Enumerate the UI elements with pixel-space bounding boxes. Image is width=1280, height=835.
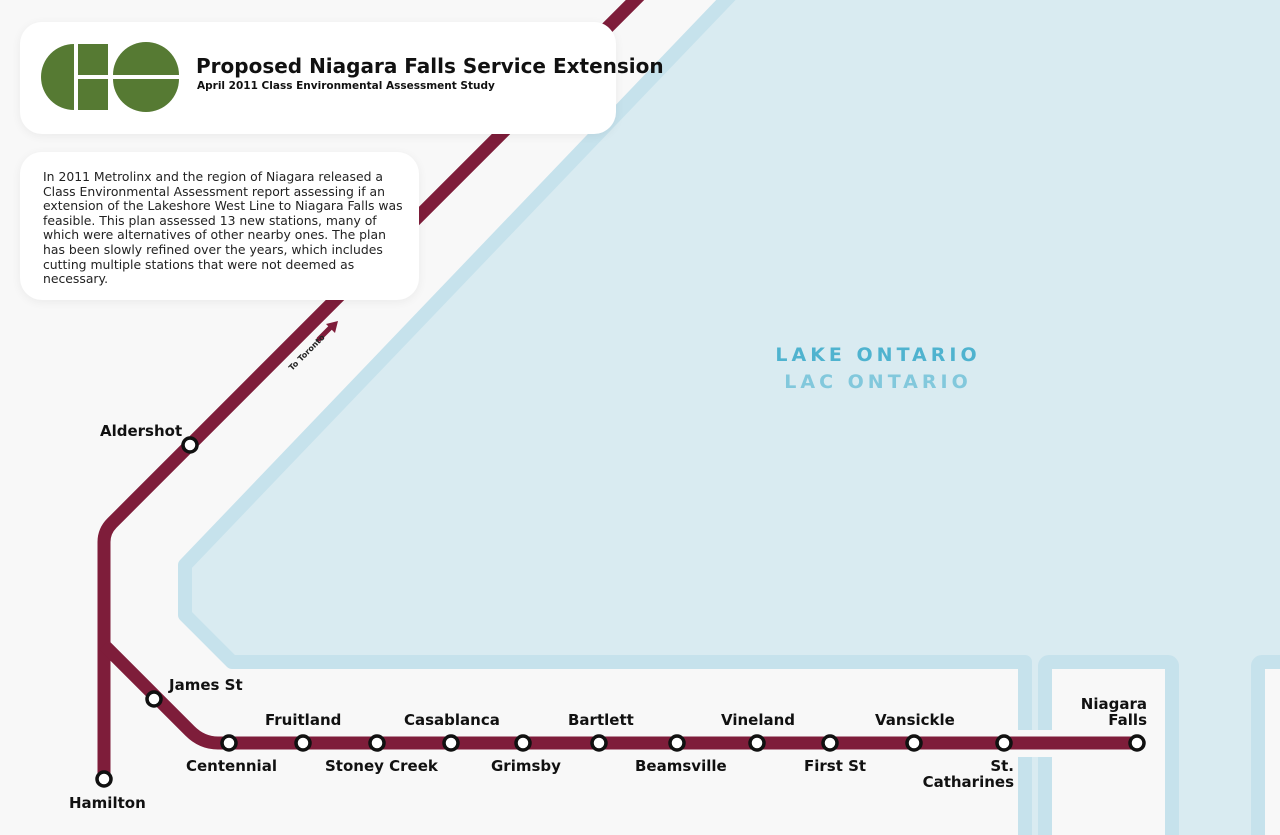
land-east xyxy=(1251,655,1280,835)
station-marker-beamsville xyxy=(668,734,686,752)
station-label-bartlett: Bartlett xyxy=(568,711,634,729)
station-marker-first-st xyxy=(821,734,839,752)
station-label-vansickle: Vansickle xyxy=(875,711,955,729)
station-marker-bartlett xyxy=(590,734,608,752)
page-subtitle: April 2011 Class Environmental Assessmen… xyxy=(197,80,495,92)
niagara-branch xyxy=(99,640,1137,750)
station-label-hamilton: Hamilton xyxy=(69,794,146,812)
station-marker-st-catharines xyxy=(995,734,1013,752)
station-marker-vineland xyxy=(748,734,766,752)
station-label-centennial: Centennial xyxy=(186,757,277,775)
rail-line xyxy=(97,0,1137,780)
title-card: Proposed Niagara Falls Service Extension… xyxy=(20,22,664,134)
station-label-niagara-falls: Niagara Falls xyxy=(1080,695,1147,729)
stations xyxy=(95,436,1146,788)
station-marker-grimsby xyxy=(514,734,532,752)
station-marker-casablanca xyxy=(442,734,460,752)
station-marker-vansickle xyxy=(905,734,923,752)
station-label-beamsville: Beamsville xyxy=(635,757,727,775)
to-toronto-arrow-icon xyxy=(316,321,338,342)
lake-name-fr: LAC ONTARIO xyxy=(784,371,972,393)
lakeshore-west-main xyxy=(97,0,645,780)
page-title: Proposed Niagara Falls Service Extension xyxy=(196,54,664,78)
station-marker-aldershot xyxy=(181,436,199,454)
station-marker-hamilton xyxy=(95,770,113,788)
station-label-stoney-creek: Stoney Creek xyxy=(325,757,438,775)
station-marker-niagara-falls xyxy=(1128,734,1146,752)
station-marker-centennial xyxy=(220,734,238,752)
station-label-james-st: James St xyxy=(169,676,243,694)
station-marker-fruitland xyxy=(294,734,312,752)
station-marker-james-st xyxy=(145,690,163,708)
description-card: In 2011 Metrolinx and the region of Niag… xyxy=(20,152,419,300)
station-label-vineland: Vineland xyxy=(721,711,796,729)
station-label-aldershot: Aldershot xyxy=(100,422,183,440)
go-logo xyxy=(41,42,179,112)
station-label-first-st: First St xyxy=(804,757,867,775)
description-text: In 2011 Metrolinx and the region of Niag… xyxy=(43,169,403,287)
station-label-grimsby: Grimsby xyxy=(491,757,561,775)
station-label-casablanca: Casablanca xyxy=(404,711,500,729)
station-label-st-catharines: St. Catharines xyxy=(922,757,1014,791)
station-label-fruitland: Fruitland xyxy=(265,711,342,729)
lake-name-en: LAKE ONTARIO xyxy=(775,344,981,366)
station-marker-stoney-creek xyxy=(368,734,386,752)
